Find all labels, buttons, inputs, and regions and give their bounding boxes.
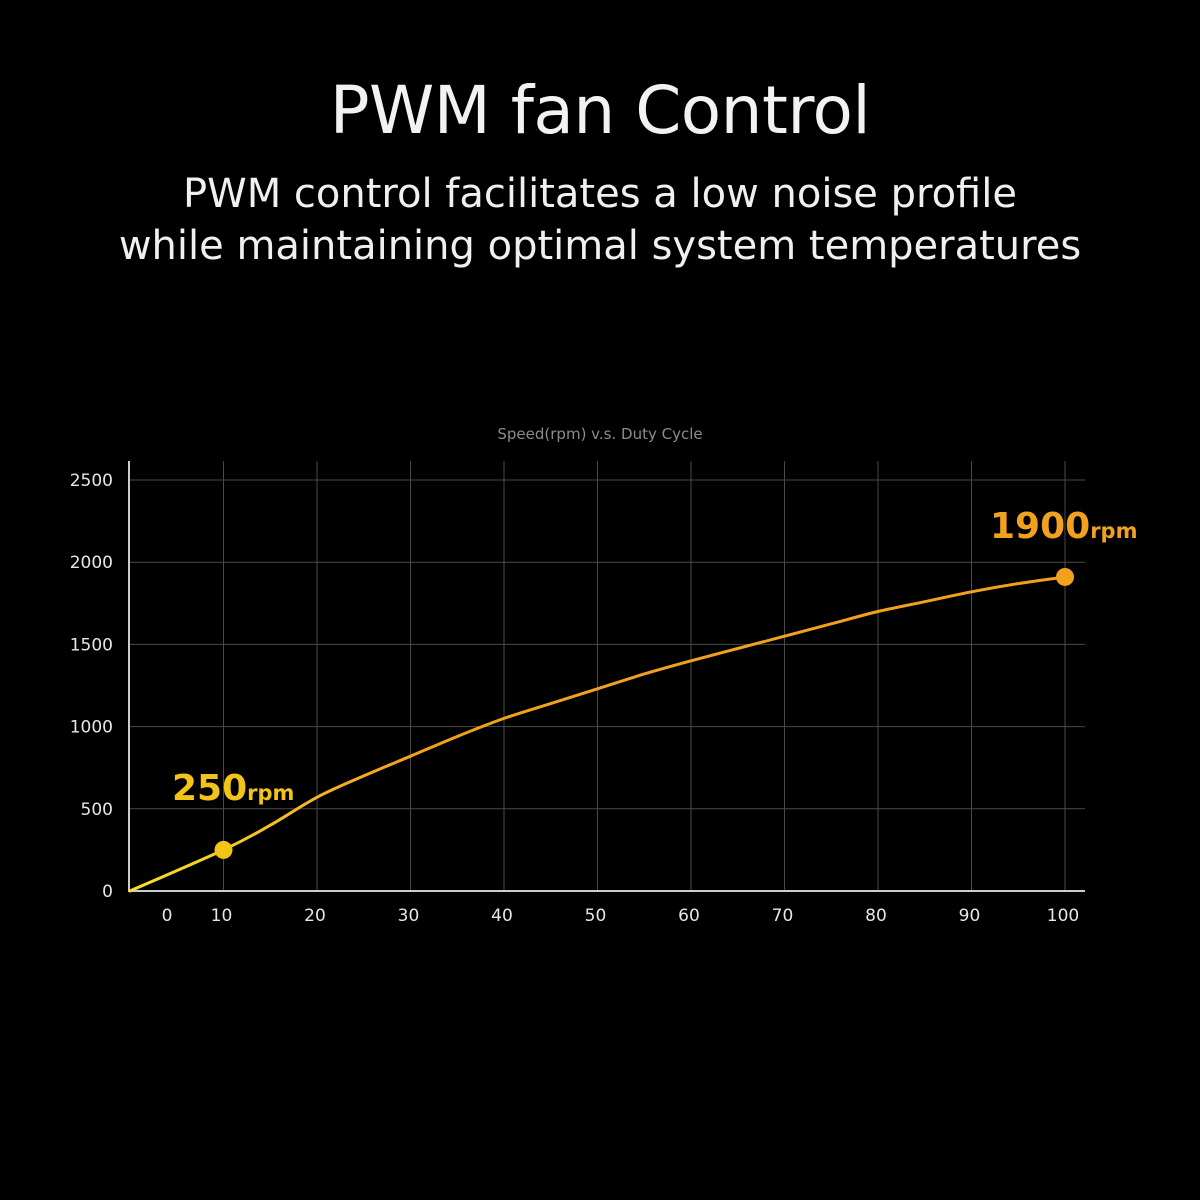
x-tick-label-100: 100 — [1047, 906, 1079, 926]
callout-value: 250 — [172, 768, 247, 809]
x-tick-label-20: 20 — [304, 906, 326, 926]
callout-label-1900: 1900rpm — [990, 506, 1137, 547]
y-tick-label-2500: 2500 — [70, 471, 113, 491]
subtitle-line-2: while maintaining optimal system tempera… — [118, 223, 1082, 269]
x-tick-label-90: 90 — [959, 906, 981, 926]
page-title: PWM fan Control — [329, 72, 871, 149]
subtitle-line-1: PWM control facilitates a low noise prof… — [183, 171, 1017, 217]
data-point-marker-1900 — [1056, 567, 1074, 586]
callout-unit: rpm — [247, 781, 294, 805]
x-tick-label-30: 30 — [398, 906, 420, 926]
data-point-marker-250 — [214, 840, 233, 859]
page-subtitle: PWM control facilitates a low noise prof… — [0, 168, 1200, 272]
y-tick-label-500: 500 — [81, 800, 113, 820]
callout-unit: rpm — [1090, 519, 1137, 543]
x-tick-label-80: 80 — [865, 906, 887, 926]
series-layer — [128, 575, 1067, 893]
grid-lines — [129, 461, 1085, 891]
y-tick-label-1000: 1000 — [70, 718, 113, 738]
x-tick-label-60: 60 — [678, 906, 700, 926]
x-tick-label-10: 10 — [211, 906, 233, 926]
series-line-0 — [128, 575, 1067, 893]
chart-title: Speed(rpm) v.s. Duty Cycle — [497, 425, 702, 443]
x-tick-label-40: 40 — [491, 906, 513, 926]
callout-value: 1900 — [990, 506, 1090, 547]
tick-labels: 0 10 20 30 40 50 60 70 80 90 100050010001500200025… — [70, 471, 1079, 926]
x-tick-label-70: 70 — [772, 906, 794, 926]
y-tick-label-2000: 2000 — [70, 553, 113, 573]
axes — [128, 461, 1085, 892]
callout-label-250: 250rpm — [172, 768, 294, 809]
y-tick-label-1500: 1500 — [70, 635, 113, 655]
y-tick-label-0: 0 — [102, 882, 113, 902]
x-tick-label-50: 50 — [585, 906, 607, 926]
x-tick-label-0: 0 — [162, 906, 173, 926]
